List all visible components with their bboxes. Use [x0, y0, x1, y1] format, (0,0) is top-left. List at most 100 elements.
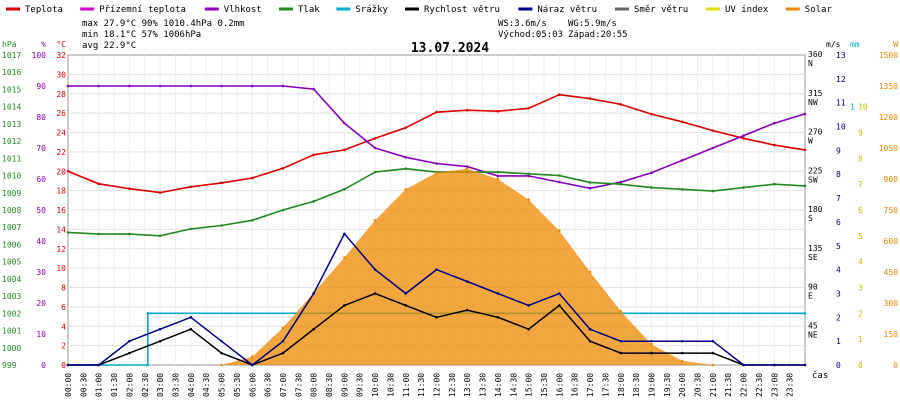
solar-axis-tick-2: 1200 — [879, 113, 898, 122]
uv-axis-tick-2: 8 — [858, 154, 863, 163]
point-5-13 — [465, 308, 469, 312]
x-tick-38: 19:00 — [647, 373, 656, 397]
point-1-14 — [496, 174, 500, 178]
point-5-16 — [558, 304, 561, 307]
point-1-22 — [742, 134, 745, 137]
hpa-axis-tick-12: 1005 — [2, 258, 21, 267]
point-4-9 — [496, 177, 500, 181]
x-axis-label: čas — [812, 370, 828, 381]
dir-axis-label-0: N — [808, 59, 813, 68]
x-tick-24: 12:00 — [433, 373, 442, 397]
x-tick-23: 11:30 — [417, 373, 426, 397]
uv-axis-tick-8: 2 — [858, 309, 863, 318]
x-tick-29: 14:30 — [509, 373, 518, 397]
rain-axis-tick-0: 1 — [850, 103, 855, 112]
legend-label-7: Směr větru — [634, 5, 688, 15]
point-4-7 — [435, 171, 438, 175]
point-5-20 — [680, 351, 684, 355]
point-6-17 — [588, 327, 592, 331]
hpa-axis-tick-15: 1002 — [2, 309, 21, 318]
point-2-11 — [404, 167, 408, 170]
point-1-1 — [97, 84, 101, 88]
solar-axis-tick-3: 1050 — [879, 144, 898, 153]
x-tick-8: 04:00 — [187, 373, 196, 397]
temp-axis-unit: °C — [56, 40, 66, 49]
point-1-23 — [772, 121, 776, 125]
temp-axis-tick-3: 26 — [56, 109, 66, 118]
solar-axis-tick-8: 300 — [884, 299, 899, 308]
x-tick-21: 10:30 — [386, 373, 395, 397]
point-2-18 — [619, 182, 623, 186]
temp-axis-tick-2: 28 — [56, 90, 66, 99]
point-4-10 — [527, 198, 530, 201]
temp-axis-tick-11: 10 — [56, 264, 66, 273]
percent-axis-tick-9: 10 — [36, 330, 46, 339]
x-tick-2: 01:00 — [95, 373, 104, 397]
point-3-1 — [146, 363, 150, 367]
x-tick-0: 00:00 — [64, 373, 73, 397]
dir-axis-unit: m/s — [826, 40, 841, 49]
point-1-16 — [558, 180, 561, 184]
point-6-7 — [281, 339, 285, 343]
point-3-2 — [146, 312, 150, 315]
point-6-10 — [373, 268, 377, 271]
dir-axis-label-3: SW — [808, 175, 818, 184]
x-tick-44: 22:00 — [740, 373, 749, 397]
point-1-12 — [435, 162, 438, 165]
point-5-2 — [128, 351, 131, 355]
point-0-11 — [404, 126, 408, 129]
legend-label-0: Teplota — [25, 5, 63, 15]
dir-axis-label-2: W — [808, 137, 813, 146]
percent-axis-tick-0: 100 — [32, 51, 47, 60]
legend-label-2: Vlhkost — [224, 5, 262, 15]
point-2-20 — [680, 188, 684, 191]
dir-axis-tick-5: 135 — [808, 244, 823, 253]
point-6-9 — [343, 232, 346, 236]
x-tick-26: 13:00 — [463, 373, 472, 397]
hpa-axis-tick-7: 1010 — [2, 172, 21, 181]
point-0-9 — [343, 148, 346, 152]
point-1-10 — [373, 146, 377, 150]
temp-axis-tick-14: 4 — [61, 322, 66, 331]
point-5-18 — [619, 351, 623, 355]
x-tick-42: 21:00 — [709, 373, 718, 397]
point-0-4 — [189, 185, 193, 189]
point-1-2 — [128, 84, 131, 88]
temp-axis-tick-15: 2 — [61, 342, 66, 351]
point-0-2 — [128, 187, 131, 190]
hpa-axis-tick-16: 1001 — [2, 327, 21, 336]
point-6-14 — [496, 292, 500, 295]
uv-axis-tick-1: 9 — [858, 129, 863, 138]
wind-axis-tick-10: 3 — [836, 289, 841, 298]
point-2-23 — [772, 182, 776, 186]
dir-axis-label-4: S — [808, 214, 813, 223]
dir-axis-tick-0: 360 — [808, 50, 823, 59]
percent-axis-tick-3: 70 — [36, 144, 46, 153]
point-0-10 — [373, 137, 377, 140]
temp-axis-tick-10: 12 — [56, 245, 66, 254]
legend-label-1: Přízemní teplota — [99, 5, 186, 15]
wind-axis-tick-9: 4 — [836, 266, 841, 275]
point-6-2 — [128, 339, 131, 343]
point-4-4 — [343, 256, 346, 259]
chart-title: 13.07.2024 — [411, 41, 489, 56]
rain-axis-unit: mm — [850, 40, 860, 49]
dir-axis-tick-1: 315 — [808, 89, 823, 98]
point-5-3 — [158, 339, 162, 343]
x-tick-1: 00:30 — [79, 373, 88, 397]
x-tick-16: 08:00 — [310, 373, 319, 397]
x-tick-25: 12:30 — [448, 373, 457, 397]
solar-axis-tick-9: 150 — [884, 330, 899, 339]
wind-axis-tick-1: 12 — [836, 75, 846, 84]
point-0-6 — [250, 176, 254, 180]
point-2-15 — [527, 172, 530, 176]
uv-axis-tick-4: 6 — [858, 206, 863, 215]
stats-block: max 27.9°C 90% 1010.4hPa 0.2mm min 18.1°… — [82, 19, 628, 51]
point-0-14 — [496, 109, 500, 113]
point-4-11 — [558, 229, 561, 232]
point-1-5 — [220, 84, 223, 88]
point-4-1 — [250, 355, 254, 359]
point-1-4 — [189, 84, 193, 88]
point-0-0 — [66, 169, 70, 173]
